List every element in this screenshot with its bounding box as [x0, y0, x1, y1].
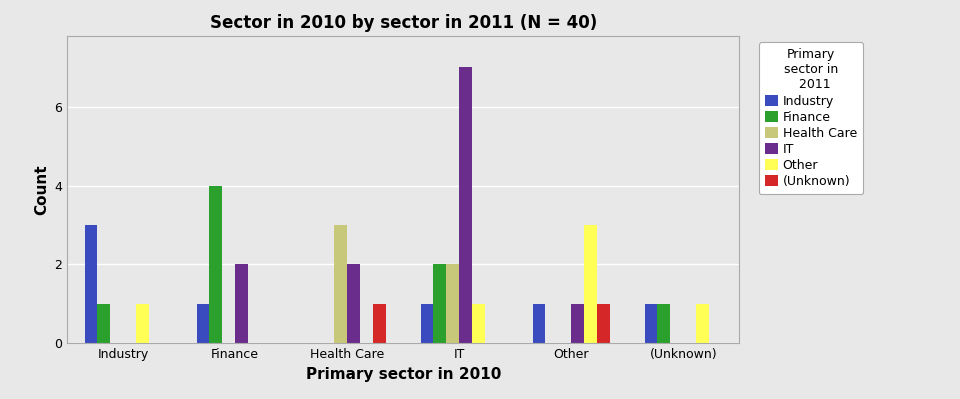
Title: Sector in 2010 by sector in 2011 (N = 40): Sector in 2010 by sector in 2011 (N = 40… — [209, 14, 597, 32]
Bar — [98, 304, 110, 343]
Bar — [658, 304, 670, 343]
Bar — [446, 265, 459, 343]
Bar — [644, 304, 658, 343]
Bar — [571, 304, 584, 343]
Bar — [235, 265, 248, 343]
Bar — [348, 265, 360, 343]
Bar — [434, 265, 446, 343]
Bar — [420, 304, 433, 343]
Bar — [533, 304, 545, 343]
Legend: Industry, Finance, Health Care, IT, Other, (Unknown): Industry, Finance, Health Care, IT, Othe… — [759, 42, 863, 194]
Bar — [584, 225, 597, 343]
Bar — [696, 304, 708, 343]
Bar — [472, 304, 485, 343]
Bar — [459, 67, 472, 343]
Y-axis label: Count: Count — [34, 164, 49, 215]
Bar — [209, 186, 223, 343]
Bar — [136, 304, 149, 343]
Bar — [372, 304, 386, 343]
Bar — [597, 304, 610, 343]
X-axis label: Primary sector in 2010: Primary sector in 2010 — [305, 367, 501, 381]
Bar — [197, 304, 209, 343]
Bar — [334, 225, 348, 343]
Bar — [84, 225, 98, 343]
